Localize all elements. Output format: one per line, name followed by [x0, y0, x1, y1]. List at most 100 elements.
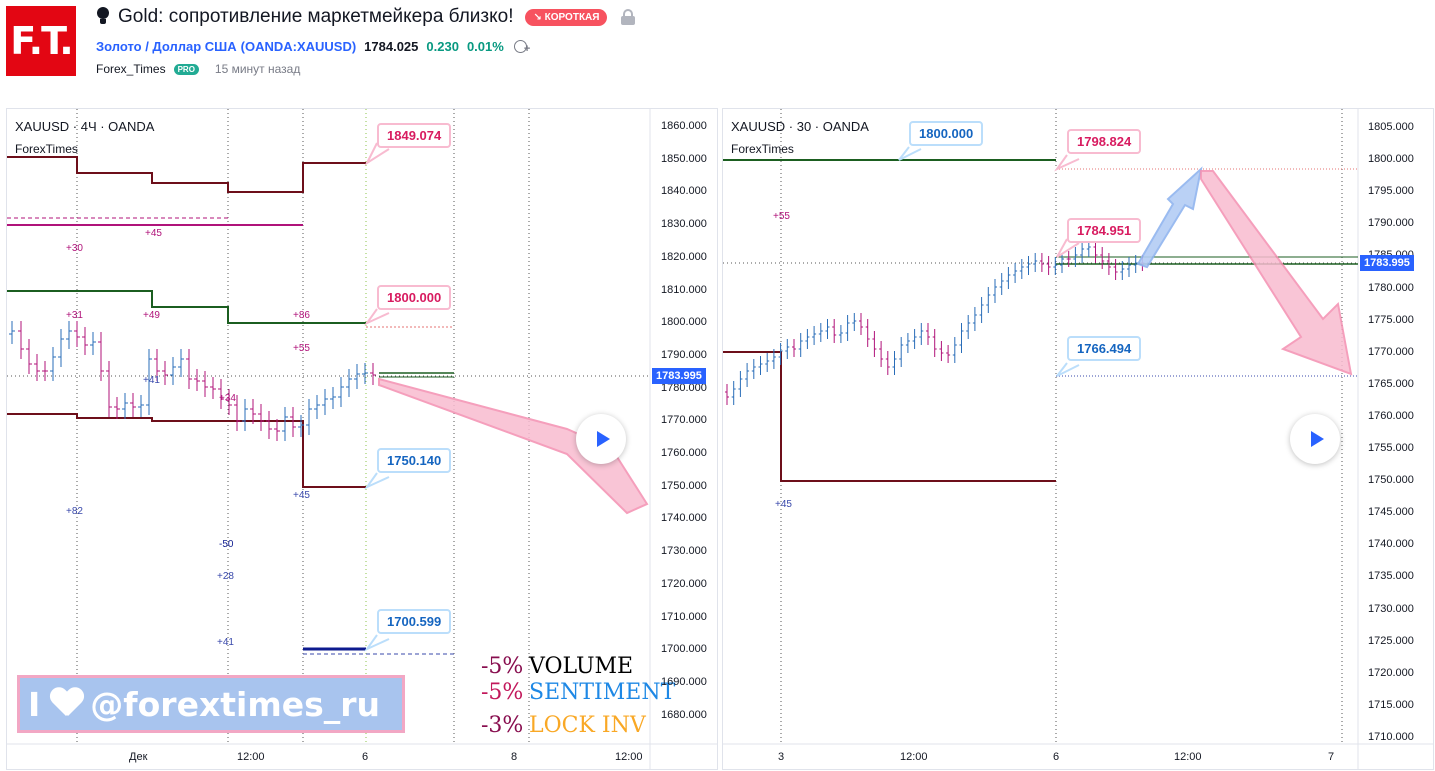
right-current-price-tag: 1783.995 — [1360, 255, 1414, 271]
left-chart-title: XAUUSD · 4Ч · OANDA — [15, 119, 155, 134]
right_chart.y_ticks-tick: 1775.000 — [1368, 313, 1414, 326]
label-plus45-b: +45 — [293, 490, 310, 501]
published-time: 15 минут назад — [214, 62, 301, 76]
left_chart.x_ticks-tick: Дек — [129, 751, 148, 763]
left_chart.y_ticks-tick: 1710.000 — [661, 610, 707, 623]
right_chart.x_ticks-tick: 6 — [1053, 751, 1060, 763]
pro-badge: PRO — [173, 63, 199, 75]
right_chart.y_ticks-tick: 1770.000 — [1368, 345, 1414, 358]
lightbulb-icon — [96, 7, 110, 27]
left_chart.y_ticks-tick: 1720.000 — [661, 577, 707, 590]
label-plus55: +55 — [293, 343, 310, 354]
callout-1750[interactable]: 1750.140 — [377, 448, 452, 473]
right_chart.y_ticks-tick: 1725.000 — [1368, 634, 1414, 647]
label-plus34: +34 — [219, 393, 236, 404]
label-plus28: +28 — [217, 571, 234, 582]
metric-lockinv-label: LOCK INV — [529, 713, 646, 738]
label-plus82: +82 — [66, 506, 83, 517]
metric-sentiment-value: -5% — [481, 680, 524, 705]
label-plus45: +45 — [145, 228, 162, 239]
callout-1798[interactable]: 1798.824 — [1067, 129, 1142, 154]
callout-1700[interactable]: 1700.599 — [377, 609, 452, 634]
right_chart.y_ticks-tick: 1760.000 — [1368, 409, 1414, 422]
left_chart.y_ticks-tick: 1860.000 — [661, 120, 707, 132]
right_chart.x_ticks-tick: 3 — [778, 751, 785, 763]
left_chart.x_ticks-tick: 12:00 — [615, 751, 643, 763]
label-plus31: +31 — [66, 310, 83, 321]
lock-icon — [621, 9, 636, 25]
heart-icon — [50, 688, 84, 720]
label-minus50: -50 — [219, 539, 234, 550]
left_chart.y_ticks-tick: 1790.000 — [661, 348, 707, 361]
right_chart.y_ticks-tick: 1710.000 — [1368, 730, 1414, 743]
callout-1784[interactable]: 1784.951 — [1067, 218, 1142, 243]
left_chart.y_ticks-tick: 1740.000 — [661, 512, 707, 525]
left_chart.y_ticks-tick: 1810.000 — [661, 283, 707, 296]
author-row: Forex_Times PRO 15 минут назад — [96, 62, 300, 76]
idea-title: Gold: сопротивление маркетмейкера близко… — [118, 6, 514, 27]
symbol-price: 1784.025 — [364, 38, 419, 54]
author-name[interactable]: Forex_Times — [96, 62, 166, 76]
symbol-code-link[interactable]: (OANDA:XAUUSD) — [240, 38, 357, 54]
right_chart.y_ticks-tick: 1780.000 — [1368, 281, 1414, 294]
left_chart.x_ticks-tick: 6 — [362, 751, 369, 763]
add-alert-icon[interactable] — [512, 37, 530, 55]
callout-1766[interactable]: 1766.494 — [1067, 336, 1142, 361]
price-change: 0.230 — [426, 38, 459, 54]
left_chart.y_ticks-tick: 1850.000 — [661, 152, 707, 165]
left_chart.y_ticks-tick: 1690.000 — [661, 675, 707, 688]
watermark-prefix: I — [28, 684, 41, 724]
metric-lockinv-value: -3% — [481, 713, 524, 738]
right_chart.y_ticks-tick: 1715.000 — [1368, 698, 1414, 711]
left_chart.y_ticks-tick: 1800.000 — [661, 316, 707, 329]
right_chart.y_ticks-tick: 1720.000 — [1368, 666, 1414, 679]
left_chart.y_ticks-tick: 1680.000 — [661, 708, 707, 721]
brand-logo[interactable]: F.T. — [6, 6, 76, 76]
label-plus49: +49 — [143, 310, 160, 321]
watermark-text: @forextimes_ru — [90, 684, 381, 724]
left_chart.y_ticks-tick: 1770.000 — [661, 414, 707, 427]
metric-volume-value: -5% — [481, 654, 524, 679]
left_chart.y_ticks-tick: 1840.000 — [661, 185, 707, 198]
label-plus30: +30 — [66, 243, 83, 254]
logo-text: F.T. — [10, 19, 73, 63]
label-plus45-right: +45 — [775, 499, 792, 510]
left-chart-panel[interactable]: XAUUSD · 4Ч · OANDA ForexTimes 1849.074 … — [6, 108, 718, 770]
metric-volume-label: VOLUME — [529, 654, 634, 679]
symbol-name-link[interactable]: Золото / Доллар США — [96, 38, 237, 54]
metric-sentiment-label: SENTIMENT — [529, 680, 676, 705]
right_chart.y_ticks-tick: 1745.000 — [1368, 506, 1414, 519]
left_chart.y_ticks-tick: 1780.000 — [661, 381, 707, 394]
right-chart-panel[interactable]: XAUUSD · 30 · OANDA ForexTimes 1800.000 … — [722, 108, 1434, 770]
left_chart.y_ticks-tick: 1750.000 — [661, 479, 707, 492]
right-chart-title: XAUUSD · 30 · OANDA — [731, 119, 869, 134]
symbol-row: Золото / Доллар США (OANDA:XAUUSD) 1784.… — [96, 37, 530, 56]
left-current-price-tag: 1783.995 — [652, 368, 706, 384]
right-chart-canvas[interactable] — [723, 109, 1434, 770]
right_chart.y_ticks-tick: 1805.000 — [1368, 121, 1414, 133]
right-play-button[interactable] — [1290, 414, 1340, 464]
label-plus86: +86 — [293, 310, 310, 321]
right-chart-subtitle: ForexTimes — [731, 142, 794, 156]
label-plus41-b: +41 — [217, 637, 234, 648]
direction-badge: ↘ КОРОТКАЯ — [525, 8, 608, 26]
price-change-percent: 0.01% — [466, 38, 504, 54]
left_chart.y_ticks-tick: 1700.000 — [661, 643, 707, 656]
callout-1800-right[interactable]: 1800.000 — [909, 121, 984, 146]
left-chart-subtitle: ForexTimes — [15, 142, 78, 156]
left-play-button[interactable] — [576, 414, 626, 464]
label-plus55-right: +55 — [773, 211, 790, 222]
callout-1849[interactable]: 1849.074 — [377, 123, 452, 148]
callout-1800[interactable]: 1800.000 — [377, 285, 452, 310]
right_chart.x_ticks-tick: 12:00 — [900, 751, 928, 763]
right_chart.y_ticks-tick: 1755.000 — [1368, 442, 1414, 454]
idea-title-row: Gold: сопротивление маркетмейкера близко… — [96, 6, 636, 28]
right_chart.y_ticks-tick: 1790.000 — [1368, 217, 1414, 230]
right_chart.y_ticks-tick: 1735.000 — [1368, 570, 1414, 583]
right_chart.y_ticks-tick: 1730.000 — [1368, 602, 1414, 615]
right_chart.y_ticks-tick: 1740.000 — [1368, 538, 1414, 551]
left_chart.x_ticks-tick: 12:00 — [237, 751, 265, 763]
right_chart.y_ticks-tick: 1750.000 — [1368, 474, 1414, 487]
right_chart.x_ticks-tick: 12:00 — [1174, 751, 1202, 763]
watermark-banner: I @forextimes_ru — [17, 675, 405, 733]
